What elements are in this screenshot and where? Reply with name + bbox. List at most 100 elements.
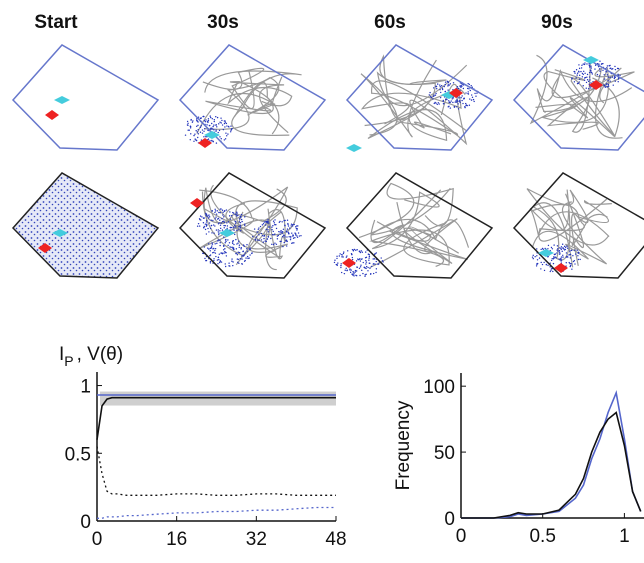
particle <box>437 83 439 85</box>
particle <box>581 76 584 78</box>
particle <box>201 216 203 218</box>
particle <box>294 232 296 234</box>
particle <box>576 82 579 85</box>
particle <box>224 242 226 244</box>
particle <box>225 132 227 134</box>
particle <box>558 250 561 252</box>
particle <box>458 97 460 99</box>
particle <box>465 92 467 94</box>
particle <box>256 231 259 233</box>
particle <box>449 83 452 85</box>
particle <box>564 246 567 249</box>
x-tick-label: 0.5 <box>529 526 555 547</box>
particle <box>225 255 228 257</box>
particle <box>605 67 608 69</box>
particle <box>572 260 575 263</box>
particle <box>349 268 351 270</box>
particle <box>263 237 265 240</box>
particle <box>238 240 240 242</box>
particle <box>614 80 616 82</box>
particle <box>467 82 469 85</box>
particle <box>219 136 221 138</box>
particle <box>354 269 357 272</box>
particle <box>224 250 226 253</box>
particle <box>456 101 458 103</box>
particle <box>189 125 192 128</box>
series-line <box>461 389 642 519</box>
trajectory <box>371 80 468 136</box>
particle <box>363 266 365 268</box>
particle <box>473 100 475 103</box>
trajectory <box>369 222 450 268</box>
particle <box>223 220 225 222</box>
particle <box>442 103 445 105</box>
particle <box>358 267 361 270</box>
particle <box>460 84 462 87</box>
trajectory <box>231 188 287 253</box>
particle <box>203 130 205 132</box>
particle <box>614 76 616 79</box>
arena-border <box>512 44 644 151</box>
particle <box>213 124 215 126</box>
particle <box>215 130 217 132</box>
particle <box>353 275 355 277</box>
particle <box>435 92 437 95</box>
arena <box>178 172 327 279</box>
particle <box>187 129 189 131</box>
particle <box>359 266 362 268</box>
particle <box>461 99 463 102</box>
particle <box>295 234 297 236</box>
arena-border <box>178 44 327 151</box>
particle <box>266 238 269 240</box>
particle <box>450 100 452 102</box>
particle <box>240 247 242 249</box>
particle <box>272 230 274 233</box>
particle <box>364 274 366 276</box>
particle <box>197 124 199 127</box>
particle <box>547 248 549 250</box>
particle <box>365 263 367 265</box>
particle <box>215 229 218 231</box>
particle <box>380 257 382 259</box>
particle <box>360 250 362 252</box>
particle <box>235 214 237 216</box>
particle <box>580 70 582 73</box>
particle <box>223 216 225 218</box>
particle <box>236 258 239 260</box>
particle <box>196 225 199 227</box>
particle <box>209 140 211 142</box>
particle <box>213 129 215 131</box>
particle <box>275 224 277 226</box>
particle <box>199 131 202 133</box>
particle <box>448 84 450 86</box>
particle <box>223 120 226 122</box>
particle <box>553 244 555 246</box>
particle <box>462 87 465 90</box>
column-title: Start <box>34 12 78 33</box>
particle <box>271 226 273 228</box>
particle <box>340 263 342 265</box>
particle <box>466 87 469 90</box>
particle <box>252 235 254 238</box>
particle <box>223 227 225 229</box>
particle <box>556 249 558 251</box>
particle <box>228 215 231 217</box>
particle <box>193 140 195 143</box>
particle <box>205 225 208 227</box>
particle <box>569 265 571 268</box>
particle <box>202 115 205 118</box>
particle <box>612 84 614 86</box>
particle <box>470 85 472 87</box>
particle <box>568 254 571 256</box>
trajectory <box>204 70 302 136</box>
particle <box>609 80 611 82</box>
particle <box>563 245 566 248</box>
particle <box>279 220 281 223</box>
particle <box>607 79 609 82</box>
particle <box>435 102 437 104</box>
particle <box>203 136 205 138</box>
particle <box>274 242 276 244</box>
spread-band <box>100 391 336 406</box>
particle <box>532 257 534 260</box>
particle <box>346 255 348 257</box>
